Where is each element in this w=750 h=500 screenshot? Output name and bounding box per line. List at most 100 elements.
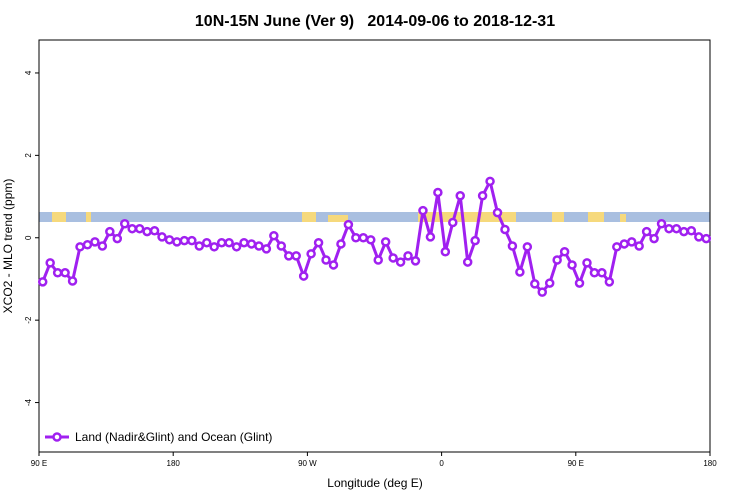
data-point: [119, 219, 130, 229]
x-tick-label: 180: [167, 459, 181, 468]
data-point: [239, 237, 249, 248]
data-point: [701, 233, 712, 244]
data-point: [507, 241, 518, 251]
data-point: [321, 255, 331, 265]
data-point: [276, 241, 287, 251]
legend-marker: [52, 432, 62, 442]
data-point: [224, 237, 234, 248]
data-point: [97, 241, 108, 251]
data-point: [202, 237, 212, 248]
data-point: [649, 233, 659, 244]
data-point: [269, 230, 279, 241]
y-tick-label: 2: [24, 153, 33, 158]
x-tick-label: 90 E: [31, 459, 47, 468]
y-tick-label: 0: [24, 235, 33, 240]
data-point: [664, 223, 674, 234]
data-point: [187, 235, 197, 246]
data-point: [462, 257, 473, 267]
data-point: [82, 240, 93, 250]
data-point: [67, 276, 78, 286]
data-point: [358, 233, 369, 243]
data-point: [194, 241, 205, 251]
data-point: [52, 268, 63, 278]
data-point: [448, 217, 458, 228]
data-point: [336, 239, 346, 249]
data-point: [537, 287, 547, 297]
x-tick-label: 90 W: [298, 459, 317, 468]
data-point: [626, 237, 637, 247]
data-point: [530, 279, 540, 289]
data-point: [164, 235, 175, 245]
data-point: [298, 271, 309, 281]
data-point: [343, 219, 354, 230]
data-line: [41, 179, 707, 294]
data-point: [261, 244, 272, 254]
data-point: [559, 247, 570, 257]
data-point: [254, 241, 264, 251]
data-point: [619, 239, 630, 249]
data-point: [612, 242, 622, 252]
data-point: [425, 232, 436, 242]
data-point: [440, 247, 451, 257]
data-point: [142, 226, 152, 237]
x-tick-label: 180: [703, 459, 717, 468]
data-point: [410, 256, 421, 266]
y-tick-label: 4: [24, 70, 33, 75]
data-point: [246, 239, 257, 249]
data-point: [37, 277, 48, 287]
data-point: [679, 226, 689, 237]
chart-title: 10N-15N June (Ver 9) 2014-09-06 to 2018-…: [195, 13, 555, 30]
data-point: [388, 253, 398, 263]
data-point: [604, 277, 615, 287]
data-point: [500, 224, 510, 235]
data-point: [134, 223, 145, 234]
data-point: [552, 255, 562, 265]
data-point: [634, 241, 644, 251]
data-point: [284, 251, 294, 261]
data-point: [231, 242, 242, 252]
data-point: [694, 232, 704, 242]
data-point: [597, 268, 607, 278]
data-point: [216, 237, 227, 248]
y-tick-label: -4: [24, 398, 33, 406]
data-point: [522, 242, 533, 252]
data-point: [686, 226, 697, 236]
data-point: [403, 251, 413, 261]
data-point: [291, 251, 301, 261]
data-point: [105, 226, 115, 237]
data-point: [306, 249, 316, 259]
data-point: [127, 223, 137, 234]
data-point: [351, 233, 361, 243]
data-point: [544, 278, 555, 288]
data-point: [641, 226, 652, 237]
data-point: [157, 232, 167, 242]
data-point: [395, 257, 406, 267]
data-point: [75, 242, 85, 252]
data-point: [418, 205, 428, 216]
legend-label: Land (Nadir&Glint) and Ocean (Glint): [75, 430, 272, 444]
y-axis-label: XCO2 - MLO trend (ppm): [1, 179, 15, 314]
data-point: [366, 235, 376, 245]
x-tick-label: 90 E: [568, 459, 584, 468]
y-tick-label: -2: [24, 316, 33, 324]
data-point: [470, 235, 480, 246]
data-point: [582, 258, 592, 268]
data-point: [671, 223, 682, 234]
data-point: [589, 268, 600, 278]
data-point: [567, 260, 577, 270]
data-point: [179, 235, 190, 246]
data-point: [90, 237, 100, 247]
data-point: [477, 190, 488, 201]
plot-frame: [38, 39, 711, 453]
data-point: [485, 176, 495, 187]
data-point: [492, 207, 503, 218]
x-tick-label: 0: [439, 459, 444, 468]
data-point: [373, 255, 383, 265]
data-point: [45, 258, 55, 268]
data-point: [574, 278, 585, 288]
data-point: [149, 226, 160, 236]
data-point: [112, 233, 123, 244]
data-point: [209, 242, 219, 252]
data-point: [515, 267, 525, 277]
data-point: [433, 187, 443, 198]
